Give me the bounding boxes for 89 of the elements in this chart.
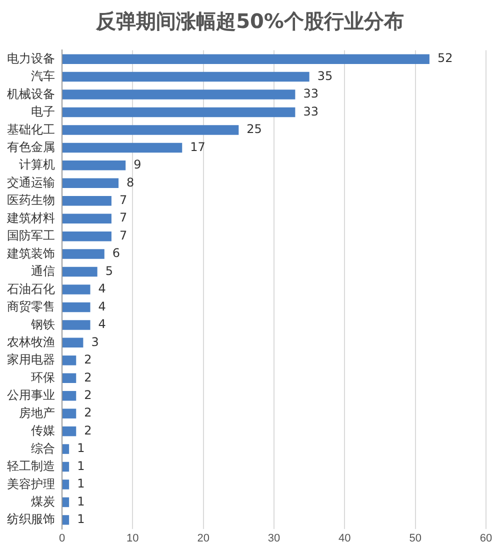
bar bbox=[62, 178, 119, 188]
bar bbox=[62, 302, 90, 312]
y-tick-label: 有色金属 bbox=[7, 140, 55, 154]
x-tick-label: 30 bbox=[268, 532, 280, 544]
y-tick-label: 医药生物 bbox=[7, 193, 55, 208]
bar bbox=[62, 480, 70, 490]
data-label: 33 bbox=[303, 86, 318, 101]
y-tick-label: 环保 bbox=[31, 370, 55, 384]
bar bbox=[62, 408, 76, 418]
x-tick-label: 40 bbox=[338, 532, 351, 544]
bar bbox=[62, 142, 182, 153]
y-tick-label: 传媒 bbox=[31, 424, 55, 438]
bar bbox=[62, 54, 430, 64]
data-label: 7 bbox=[119, 210, 128, 225]
y-tick-label: 商贸零售 bbox=[7, 300, 55, 314]
y-tick-label: 家用电器 bbox=[7, 352, 55, 367]
data-label: 52 bbox=[437, 51, 453, 66]
y-tick-label: 电子 bbox=[31, 104, 55, 119]
data-label: 2 bbox=[84, 352, 92, 367]
data-label: 2 bbox=[84, 370, 92, 384]
y-tick-label: 建筑材料 bbox=[6, 210, 55, 225]
bar bbox=[62, 266, 98, 277]
data-label: 33 bbox=[303, 104, 318, 118]
data-label: 8 bbox=[126, 175, 134, 190]
data-label: 17 bbox=[190, 140, 206, 154]
y-tick-label: 基础化工 bbox=[7, 122, 55, 136]
data-label: 1 bbox=[77, 441, 85, 456]
y-tick-label: 汽车 bbox=[31, 69, 55, 84]
data-label: 2 bbox=[84, 388, 92, 402]
y-tick-label: 计算机 bbox=[19, 158, 55, 172]
x-tick-label: 50 bbox=[409, 532, 422, 544]
data-label: 7 bbox=[119, 192, 128, 207]
y-tick-label: 纺织服饰 bbox=[7, 512, 55, 526]
bar bbox=[62, 515, 70, 525]
bar bbox=[62, 390, 76, 401]
y-tick-label: 综合 bbox=[31, 441, 55, 456]
bar bbox=[62, 249, 104, 259]
y-tick-label: 电力设备 bbox=[7, 51, 55, 66]
data-label: 9 bbox=[134, 158, 142, 172]
data-label: 1 bbox=[77, 494, 85, 508]
y-tick-label: 石油石化 bbox=[7, 282, 55, 296]
bar bbox=[62, 462, 70, 472]
data-label: 25 bbox=[246, 122, 262, 136]
bar bbox=[62, 356, 76, 366]
y-tick-label: 建筑装饰 bbox=[6, 246, 55, 260]
bar bbox=[62, 107, 296, 118]
y-tick-label: 农林牧渔 bbox=[7, 334, 55, 349]
x-tick-label: 0 bbox=[58, 532, 66, 544]
bar bbox=[62, 214, 112, 224]
bar bbox=[62, 90, 296, 100]
bar bbox=[62, 231, 112, 242]
data-label: 3 bbox=[91, 334, 99, 349]
y-tick-label: 轻工制造 bbox=[7, 459, 55, 474]
y-tick-label: 机械设备 bbox=[7, 86, 55, 101]
chart-title: 反弹期间涨幅超50%个股行业分布 bbox=[94, 8, 405, 35]
y-tick-label: 通信 bbox=[31, 264, 55, 278]
bar bbox=[62, 196, 112, 206]
bar bbox=[62, 320, 90, 330]
data-label: 4 bbox=[98, 317, 106, 332]
data-label: 2 bbox=[84, 423, 92, 438]
y-tick-label: 美容护理 bbox=[7, 476, 55, 491]
data-label: 7 bbox=[119, 228, 128, 242]
data-label: 5 bbox=[105, 264, 113, 278]
bar bbox=[62, 444, 70, 454]
bar bbox=[62, 284, 90, 294]
bar bbox=[62, 125, 239, 135]
data-label: 1 bbox=[77, 512, 85, 526]
data-label: 4 bbox=[98, 299, 106, 314]
data-label: 35 bbox=[317, 68, 333, 83]
x-tick-label: 60 bbox=[480, 532, 492, 544]
bar bbox=[62, 497, 70, 508]
y-tick-label: 房地产 bbox=[19, 406, 55, 420]
data-label: 4 bbox=[98, 282, 106, 296]
bar bbox=[62, 426, 76, 436]
data-label: 1 bbox=[77, 476, 85, 491]
x-tick-label: 10 bbox=[126, 532, 139, 544]
x-tick-label: 20 bbox=[197, 532, 210, 544]
data-label: 1 bbox=[77, 458, 85, 473]
bar bbox=[62, 338, 84, 348]
y-tick-label: 煤炭 bbox=[31, 494, 55, 509]
bar bbox=[62, 160, 126, 170]
data-label: 6 bbox=[112, 246, 120, 260]
bar bbox=[62, 373, 76, 384]
y-tick-label: 交通运输 bbox=[7, 175, 55, 190]
bar bbox=[62, 72, 310, 82]
y-tick-label: 国防军工 bbox=[7, 228, 55, 243]
data-label: 2 bbox=[84, 406, 92, 420]
y-tick-label: 公用事业 bbox=[7, 388, 55, 402]
y-tick-label: 钢铁 bbox=[30, 317, 55, 332]
